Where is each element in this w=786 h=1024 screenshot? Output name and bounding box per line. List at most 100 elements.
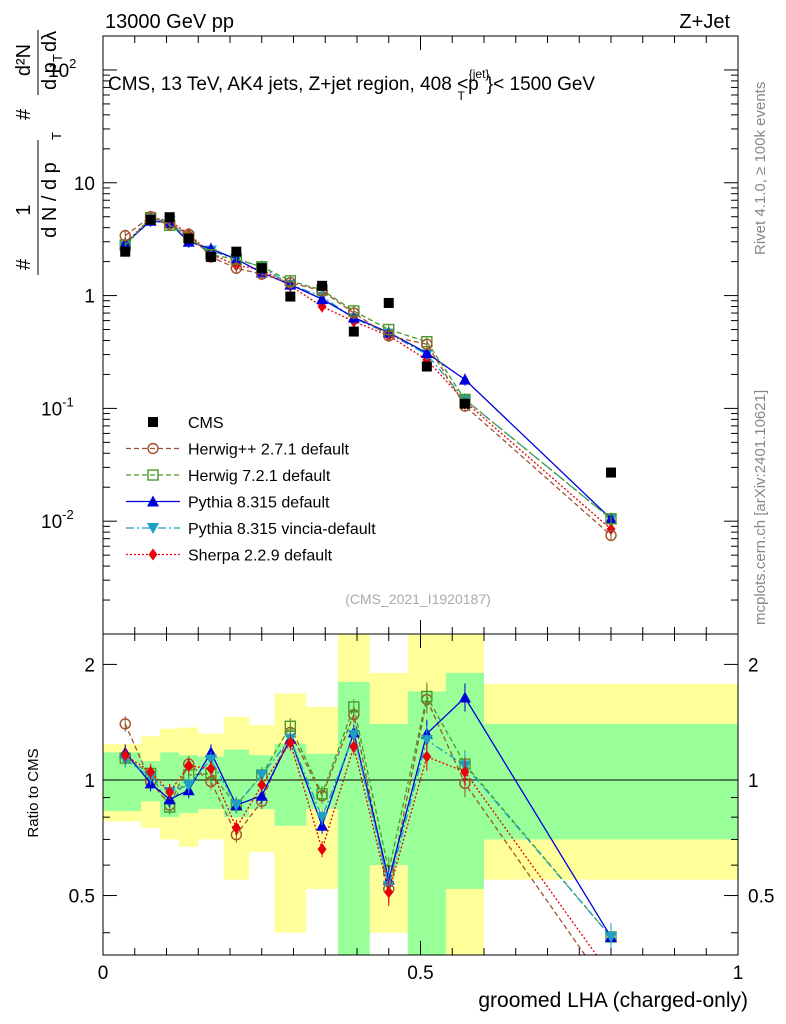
ratio-point-sherpa (120, 749, 130, 762)
legend-label: Herwig 7.2.1 default (188, 468, 331, 485)
ratio-line-vincia (124, 732, 612, 938)
svg-text:#: # (13, 108, 35, 120)
data-point-cms (348, 326, 359, 337)
ratio-point-vincia (347, 729, 360, 741)
ratio-point-sherpa (146, 765, 156, 778)
ratio-point-sherpa (285, 736, 295, 749)
data-point-cms (145, 214, 156, 225)
ratio-line-sherpa (124, 741, 612, 976)
ratio-point-pythia (316, 819, 329, 831)
ratio-point-sherpa (317, 843, 327, 856)
svg-text:T: T (49, 132, 64, 140)
ratio-y-tick-label-right: 1 (748, 771, 759, 792)
ratio-point-sherpa (384, 886, 394, 899)
legend-entry-pythia: Pythia 8.315 default (126, 495, 330, 512)
data-point-herwigpp (119, 229, 131, 242)
data-point-sherpa (606, 523, 616, 536)
plot-title: CMS, 13 TeV, AK4 jets, Z+jet region, 408… (108, 67, 595, 103)
series-line-herwig7 (124, 216, 612, 520)
ratio-y-tick-label-right: 2 (748, 655, 759, 676)
source-label: mcplots.cern.ch [arXiv:2401.10621] (752, 390, 769, 625)
svg-text:T: T (50, 54, 65, 62)
uncertainty-band-inner (337, 681, 370, 955)
ratio-point-vincia (605, 931, 617, 943)
ratio-point-vincia (182, 780, 195, 792)
ratio-panel-bands (103, 634, 738, 955)
legend-label: Sherpa 2.2.9 default (188, 548, 333, 565)
data-point-herwigpp (605, 529, 617, 541)
main-y-tick-label: 10-2 (41, 507, 74, 533)
svg-text:dλ: dλ (39, 31, 61, 52)
ratio-point-herwig7 (316, 788, 328, 800)
ratio-y-tick-label-right: 0.5 (748, 887, 774, 908)
data-point-cms (256, 263, 267, 274)
uncertainty-band-inner (484, 723, 738, 840)
ratio-panel-frame: 0.5 0.5 1 1 2 2 0 0.5 1 (69, 633, 774, 984)
ratio-y-tick-label-left: 0.5 (69, 887, 95, 908)
data-point-cms (120, 246, 131, 257)
ratio-point-sherpa (422, 750, 432, 763)
legend-label: Pythia 8.315 default (188, 495, 330, 512)
ratio-point-herwig7 (421, 690, 433, 703)
data-point-cms (231, 246, 242, 257)
x-tick-label: 0 (98, 963, 109, 984)
legend-marker (148, 548, 158, 561)
data-point-cms (164, 212, 175, 223)
main-panel-series (119, 210, 617, 542)
data-point-herwigpp (284, 277, 297, 289)
x-tick-label: 1 (733, 963, 744, 984)
ratio-point-sherpa (231, 821, 241, 834)
legend-entry-cms: CMS (148, 415, 224, 432)
legend-marker (147, 495, 159, 507)
legend-marker (148, 417, 158, 427)
data-point-herwigpp (421, 338, 433, 350)
data-point-cms (317, 280, 328, 291)
rivet-version-label: Rivet 4.1.0, ≥ 100k events (752, 82, 769, 255)
legend-entry-herwig7: Herwig 7.2.1 default (126, 468, 331, 485)
legend-label: Herwig++ 2.7.1 default (188, 442, 350, 459)
data-point-cms (285, 291, 296, 302)
ratio-y-tick-label-left: 1 (84, 771, 95, 792)
ratio-panel-series (101, 682, 740, 1016)
ratio-point-sherpa (165, 786, 175, 799)
data-point-pythia (420, 346, 433, 358)
svg-text:d N / d p: d N / d p (39, 162, 61, 238)
data-point-herwigpp (383, 330, 395, 342)
ratio-point-sherpa (349, 740, 359, 753)
ratio-point-vincia (204, 754, 217, 766)
ratio-clip-mask (101, 955, 740, 1016)
data-point-pythia (316, 293, 329, 305)
data-point-cms (183, 233, 194, 244)
ratio-series-sherpa (120, 734, 612, 976)
data-point-cms (606, 467, 616, 478)
uncertainty-band-inner (369, 723, 408, 866)
ratio-point-sherpa (460, 765, 470, 778)
uncertainty-band-inner (103, 752, 142, 812)
data-point-pythia (204, 242, 217, 254)
header-left: 13000 GeV pp (105, 11, 234, 33)
main-y-label: # 1 d N / d p T # d²N d p T dλ (13, 30, 65, 275)
data-point-cms (459, 398, 470, 409)
legend-marker (147, 469, 159, 481)
legend-entry-vincia: Pythia 8.315 vincia-default (126, 521, 376, 538)
main-frame-box (102, 35, 739, 635)
svg-text:1: 1 (13, 204, 35, 215)
legend-label: Pythia 8.315 vincia-default (188, 521, 376, 538)
ratio-point-herwig7 (348, 701, 360, 713)
ratio-point-vincia (230, 800, 243, 812)
ratio-line-pythia (124, 696, 612, 938)
ratio-point-sherpa (184, 759, 194, 772)
ratio-y-label: Ratio to CMS (25, 748, 42, 837)
legend: CMS Herwig++ 2.7.1 default Herwig 7.2.1 de… (126, 415, 376, 565)
svg-text:#: # (13, 258, 35, 270)
legend-marker (147, 442, 159, 455)
ratio-point-sherpa (257, 779, 267, 792)
uncertainty-band-inner (274, 744, 307, 826)
header-right: Z+Jet (679, 11, 730, 33)
x-tick-label: 0.5 (407, 963, 433, 984)
ratio-point-vincia (255, 770, 268, 782)
svg-text:d p: d p (39, 62, 61, 90)
series-herwigpp (119, 210, 617, 542)
data-point-cms (383, 297, 394, 308)
